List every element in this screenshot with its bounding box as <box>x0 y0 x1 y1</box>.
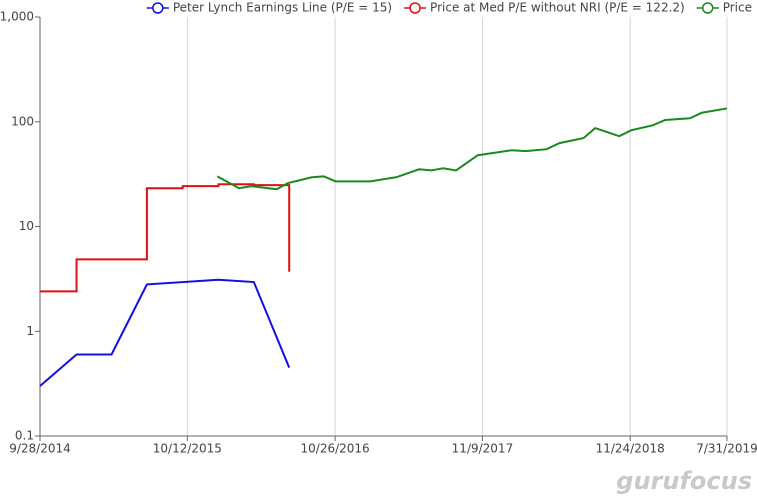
x-tick-label: 9/28/2014 <box>9 442 71 456</box>
legend-marker <box>152 2 164 14</box>
x-tick-label: 10/26/2016 <box>301 442 370 456</box>
legend-label: Price <box>723 1 752 15</box>
y-tick-label: 0.1 <box>15 429 34 443</box>
y-tick-label: 100 <box>11 114 34 128</box>
watermark: gurufocus <box>616 467 752 495</box>
legend-label: Price at Med P/E without NRI (P/E = 122.… <box>430 1 685 15</box>
legend-marker <box>701 2 714 14</box>
x-tick-label: 7/31/2019 <box>696 442 757 456</box>
y-tick-label: 1,000 <box>0 10 34 24</box>
series-line <box>39 278 291 387</box>
y-tick-label: 1 <box>26 324 34 338</box>
x-tick-label: 11/9/2017 <box>452 442 514 456</box>
legend-label: Peter Lynch Earnings Line (P/E = 15) <box>173 1 392 15</box>
x-tick-label: 10/12/2015 <box>153 442 222 456</box>
x-tick-label: 11/24/2018 <box>596 442 665 456</box>
y-tick-label: 10 <box>19 219 34 233</box>
series-line <box>216 107 728 191</box>
series-line <box>40 183 291 293</box>
legend-marker <box>409 2 421 14</box>
